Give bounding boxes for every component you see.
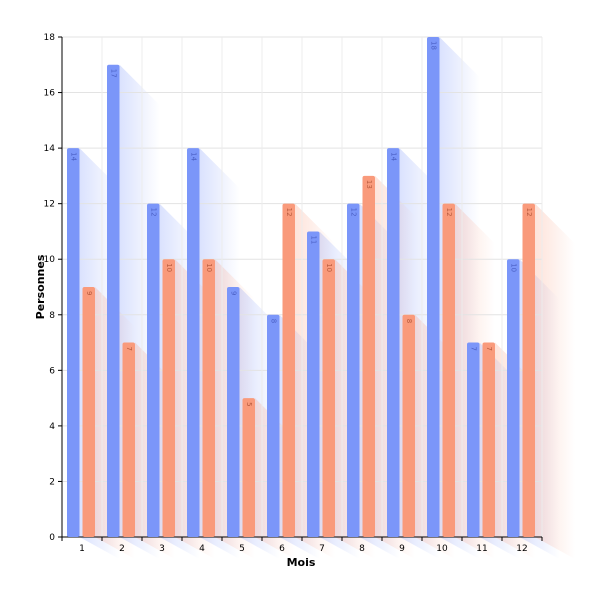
bar bbox=[147, 203, 160, 537]
bar bbox=[162, 259, 175, 537]
bar bbox=[507, 259, 520, 537]
y-tick-label: 6 bbox=[49, 366, 55, 376]
bar bbox=[322, 259, 335, 537]
y-tick-label: 12 bbox=[44, 200, 55, 210]
data-label: 11 bbox=[309, 235, 317, 244]
bar bbox=[387, 148, 400, 537]
axes bbox=[58, 36, 543, 541]
data-label: 12 bbox=[349, 208, 357, 217]
data-label: 9 bbox=[85, 291, 93, 295]
data-label: 7 bbox=[485, 347, 493, 351]
bar bbox=[307, 231, 320, 537]
y-tick-label: 8 bbox=[49, 311, 55, 321]
data-label: 7 bbox=[125, 347, 133, 351]
y-tick-label: 2 bbox=[49, 477, 55, 487]
data-label: 14 bbox=[189, 152, 197, 161]
bar bbox=[522, 203, 535, 537]
data-label: 8 bbox=[405, 319, 413, 323]
y-tick-label: 18 bbox=[44, 33, 56, 43]
data-label: 14 bbox=[69, 152, 77, 161]
bar bbox=[402, 314, 415, 537]
data-label: 9 bbox=[229, 291, 237, 295]
data-label: 5 bbox=[245, 402, 253, 406]
bar bbox=[442, 203, 455, 537]
bar bbox=[427, 37, 440, 537]
bar bbox=[267, 314, 280, 537]
y-tick-label: 10 bbox=[44, 255, 56, 265]
x-tick-label: 5 bbox=[239, 544, 245, 554]
x-tick-label: 9 bbox=[399, 544, 405, 554]
data-label: 10 bbox=[165, 263, 173, 272]
data-label: 7 bbox=[469, 347, 477, 351]
data-label: 17 bbox=[109, 69, 117, 78]
x-axis-title: Mois bbox=[287, 556, 316, 569]
y-tick-label: 4 bbox=[49, 422, 55, 432]
y-axis-title: Personnes bbox=[34, 254, 47, 319]
x-tick-label: 4 bbox=[199, 544, 205, 554]
x-tick-label: 8 bbox=[359, 544, 365, 554]
bar bbox=[242, 398, 255, 537]
x-tick-label: 11 bbox=[476, 544, 487, 554]
bar bbox=[82, 287, 95, 537]
x-tick-label: 7 bbox=[319, 544, 325, 554]
data-label: 12 bbox=[445, 208, 453, 217]
bar bbox=[227, 287, 240, 537]
bar-shadow bbox=[535, 203, 575, 559]
data-label: 13 bbox=[365, 180, 373, 189]
data-label: 12 bbox=[525, 208, 533, 217]
data-label: 12 bbox=[285, 208, 293, 217]
data-label: 14 bbox=[389, 152, 397, 161]
x-tick-label: 1 bbox=[79, 544, 85, 554]
bar bbox=[122, 342, 135, 537]
y-tick-label: 0 bbox=[49, 533, 55, 543]
y-tick-label: 16 bbox=[44, 89, 56, 99]
bar bbox=[202, 259, 215, 537]
bar bbox=[482, 342, 495, 537]
data-label: 12 bbox=[149, 208, 157, 217]
bars bbox=[67, 37, 535, 538]
x-tick-label: 2 bbox=[119, 544, 125, 554]
bar bbox=[282, 203, 295, 537]
y-tick-label: 14 bbox=[44, 144, 56, 154]
bar bbox=[107, 64, 120, 538]
data-label: 10 bbox=[325, 263, 333, 272]
bar bbox=[187, 148, 200, 537]
bar bbox=[347, 203, 360, 537]
x-tick-label: 3 bbox=[159, 544, 165, 554]
data-label: 8 bbox=[269, 319, 277, 323]
x-tick-label: 6 bbox=[279, 544, 285, 554]
data-labels: 14 17 12 14 9 8 11 12 14 18 7 10 9 7 10 10 5 12 10 13 8 12 7 12 bbox=[69, 41, 533, 407]
x-tick-label: 12 bbox=[516, 544, 527, 554]
x-tick-label: 10 bbox=[436, 544, 448, 554]
data-label: 10 bbox=[509, 263, 517, 272]
data-label: 18 bbox=[429, 41, 437, 50]
data-label: 10 bbox=[205, 263, 213, 272]
bar bbox=[467, 342, 480, 537]
bar bbox=[67, 148, 80, 537]
bar bbox=[362, 175, 375, 537]
